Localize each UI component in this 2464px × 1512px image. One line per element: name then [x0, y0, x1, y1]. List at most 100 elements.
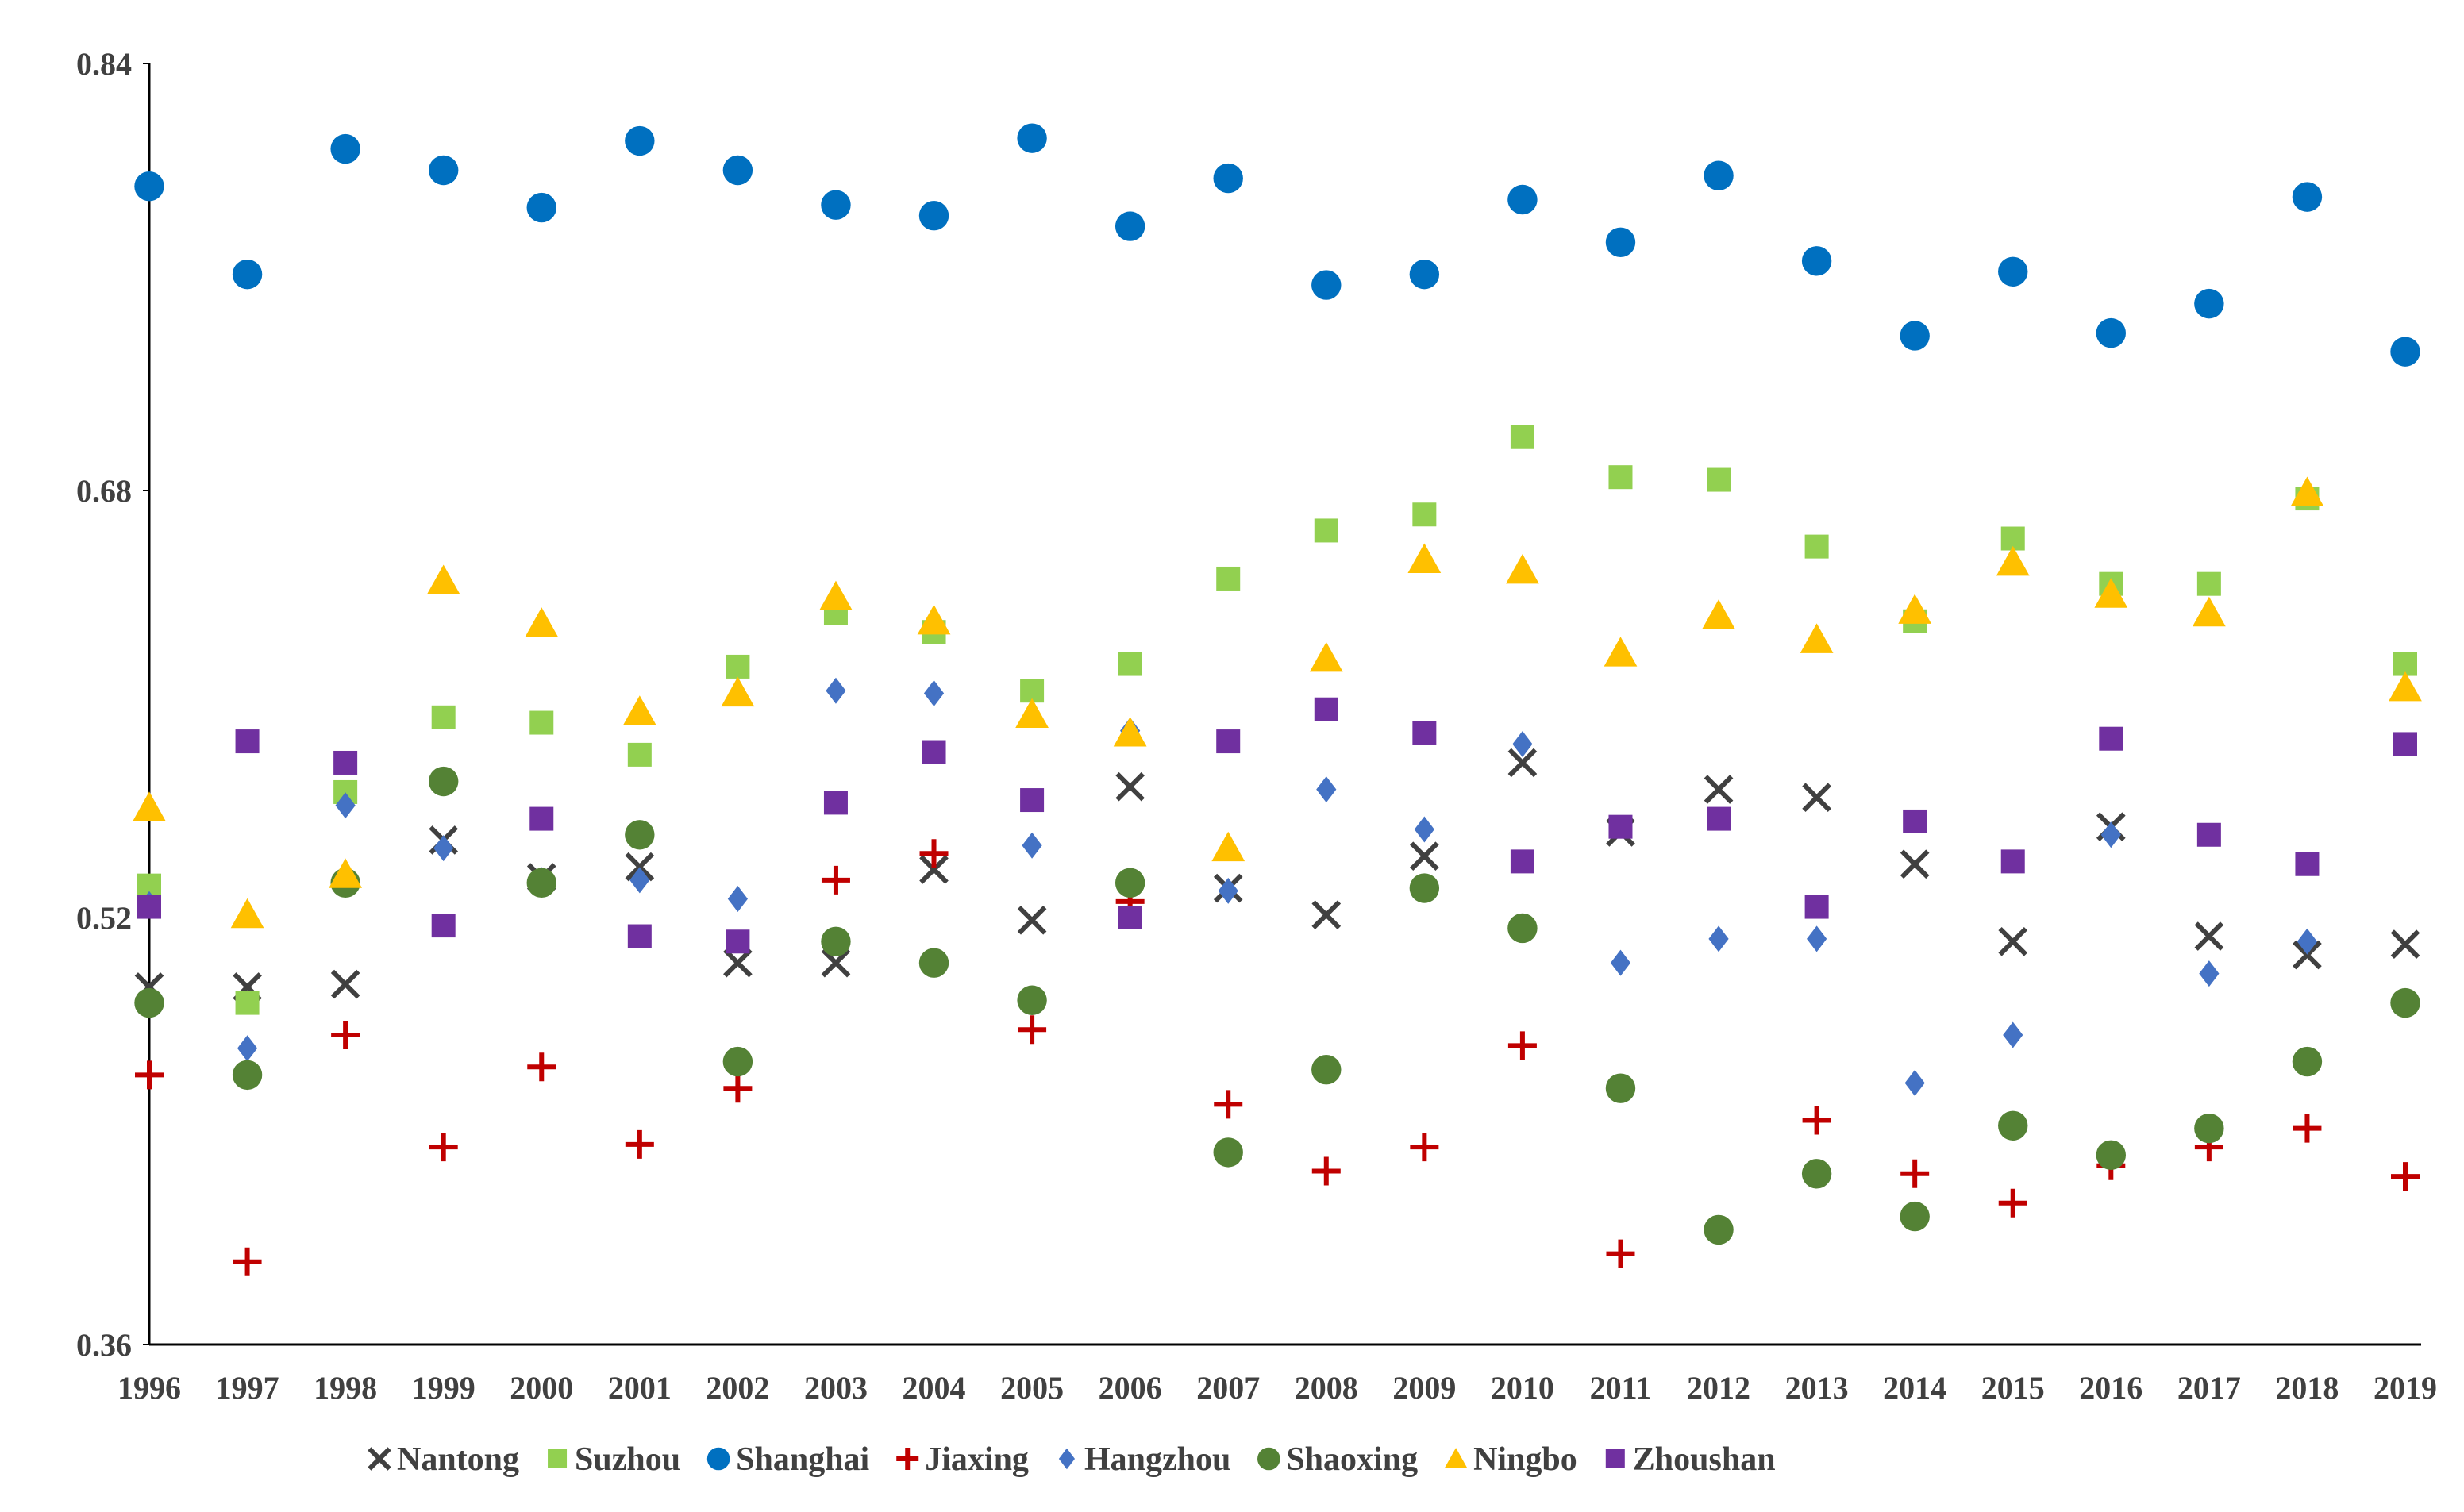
data-point: Zhoushan 2009: 0.589: [1412, 721, 1437, 745]
data-point: Jiaxing 2015: 0.413: [1998, 1188, 2027, 1218]
data-point: Shaoxing 2002: 0.466: [722, 1046, 753, 1077]
legend-item-shanghai: Shanghai: [706, 1441, 870, 1478]
x-tick-label: 2016: [2079, 1370, 2143, 1406]
data-point: Shaoxing 2008: 0.463: [1311, 1054, 1342, 1085]
legend-item-ningbo: Ningbo: [1445, 1441, 1577, 1478]
data-point: Jiaxing 1998: 0.476: [331, 1020, 360, 1049]
data-point: Ningbo 2010: 0.65: [1506, 553, 1539, 584]
data-point: Hangzhou 2008: 0.568: [1316, 776, 1337, 803]
x-tick-label: 2009: [1392, 1370, 1456, 1406]
legend-item-nantong: Nantong: [368, 1441, 519, 1478]
y-axis: 0.36 0.52 0.68 0.84: [76, 46, 151, 1363]
data-point: Shaoxing 2003: 0.511: [821, 926, 851, 956]
x-tick-label: 1996: [117, 1370, 181, 1406]
data-point: Jiaxing 1996: 0.461: [135, 1060, 164, 1090]
data-point: Hangzhou 2013: 0.512: [1807, 925, 1827, 952]
data-point: Shanghai 2014: 0.738: [1900, 321, 1930, 351]
data-point: Shaoxing 2011: 0.456: [1605, 1073, 1636, 1103]
data-point: Shaoxing 2013: 0.424: [1801, 1159, 1832, 1189]
series-jiaxing: Jiaxing 1996: 0.461 Jiaxing 1997: 0.391 Ji…: [135, 839, 2420, 1276]
data-point: Zhoushan 2006: 0.52: [1118, 906, 1142, 929]
data-point: Ningbo 2005: 0.596: [1015, 698, 1049, 729]
data-point: Zhoushan 1997: 0.586: [235, 729, 260, 754]
legend-label: Suzhou: [575, 1441, 680, 1478]
data-point: Hangzhou 2003: 0.605: [826, 677, 846, 704]
legend-marker: [1257, 1447, 1280, 1471]
data-point: Hangzhou 2009: 0.553: [1414, 816, 1434, 843]
legend-marker: [706, 1447, 730, 1471]
data-point: Nantong 2014: 0.54: [1900, 849, 1930, 879]
data-point: Jiaxing 1999: 0.434: [429, 1133, 458, 1162]
legend-item-jiaxing: Jiaxing: [896, 1441, 1029, 1478]
x-tick-label: 2012: [1687, 1370, 1750, 1406]
data-point: Zhoushan 2019: 0.585: [2393, 732, 2417, 756]
data-point: Ningbo 2014: 0.635: [1898, 594, 1932, 624]
data-point: Shanghai 2005: 0.812: [1017, 123, 1047, 153]
data-point: Zhoushan 2010: 0.541: [1510, 849, 1534, 874]
data-point: Suzhou 2009: 0.671: [1412, 502, 1437, 527]
y-tick-label: 0.52: [76, 900, 132, 936]
x-tick-label: 1998: [314, 1370, 377, 1406]
data-point: Hangzhou 2012: 0.512: [1708, 925, 1729, 952]
data-point: Hangzhou 2005: 0.547: [1022, 832, 1042, 859]
data-point: Suzhou 2010: 0.7: [1510, 425, 1534, 449]
data-point: Jiaxing 1997: 0.391: [233, 1247, 262, 1276]
data-point: Ningbo 2003: 0.64: [819, 580, 853, 611]
data-point: Hangzhou 2011: 0.503: [1610, 949, 1631, 976]
data-point: Hangzhou 2002: 0.527: [727, 885, 748, 912]
data-point: Hangzhou 2001: 0.534: [629, 867, 650, 894]
data-point: Hangzhou 2004: 0.604: [923, 680, 945, 707]
data-point: Shanghai 2006: 0.779: [1115, 211, 1145, 241]
x-tick-label: 2000: [510, 1370, 573, 1406]
data-point: Zhoushan 2012: 0.557: [1707, 806, 1731, 831]
x-tick-label: 2004: [903, 1370, 966, 1406]
data-point: Shanghai 2008: 0.757: [1311, 270, 1342, 300]
data-point: Shaoxing 2014: 0.408: [1900, 1201, 1930, 1232]
data-point: Zhoushan 1999: 0.517: [431, 914, 456, 938]
legend-marker: [1605, 1449, 1625, 1468]
data-point: Zhoushan 2011: 0.554: [1608, 814, 1633, 839]
x-axis: 1996 1997 1998 1999 2000 2001 2002 2003 2004 2005…: [117, 1343, 2437, 1406]
data-point: Shanghai 2013: 0.766: [1801, 246, 1832, 276]
x-tick-label: 2018: [2275, 1370, 2339, 1406]
data-point: Suzhou 2002: 0.614: [726, 654, 750, 679]
data-point: Ningbo 2017: 0.634: [2192, 596, 2226, 627]
data-point: Jiaxing 2008: 0.425: [1311, 1156, 1341, 1186]
data-point: Nantong 1998: 0.495: [330, 969, 360, 999]
data-point: Shanghai 2012: 0.798: [1704, 160, 1734, 190]
data-point: Suzhou 1997: 0.488: [235, 991, 260, 1015]
legend-item-hangzhou: Hangzhou: [1058, 1441, 1230, 1478]
series-zhoushan: Zhoushan 1996: 0.524 Zhoushan 1997: 0.586…: [137, 697, 2417, 954]
data-point: Hangzhou 1997: 0.471: [237, 1035, 258, 1062]
data-point: Jiaxing 2004: 0.544: [919, 839, 949, 868]
legend-marker: [1058, 1448, 1076, 1470]
x-tick-label: 2019: [2374, 1370, 2437, 1406]
data-point: Jiaxing 2005: 0.478: [1018, 1015, 1047, 1045]
data-point: Nantong 2015: 0.511: [1998, 926, 2028, 956]
data-point: Jiaxing 2019: 0.423: [2391, 1162, 2420, 1191]
data-point: Hangzhou 2015: 0.476: [2003, 1021, 2023, 1048]
data-point: Zhoushan 2008: 0.598: [1314, 697, 1338, 721]
data-point: Ningbo 2006: 0.589: [1113, 717, 1147, 747]
legend-label: Ningbo: [1473, 1441, 1577, 1478]
data-point: Shanghai 2019: 0.732: [2390, 337, 2420, 367]
data-point: Ningbo 2000: 0.63: [525, 607, 559, 637]
data-point: Jiaxing 2003: 0.534: [821, 865, 850, 895]
data-point: Shaoxing 2000: 0.533: [526, 868, 556, 898]
y-tick-label: 0.68: [76, 473, 132, 509]
data-point: Ningbo 1996: 0.561: [133, 791, 166, 821]
data-point: Ningbo 2008: 0.617: [1309, 641, 1343, 672]
x-tick-label: 2003: [804, 1370, 868, 1406]
data-point: Ningbo 2016: 0.641: [2094, 578, 2128, 608]
data-point: Ningbo 2004: 0.631: [917, 604, 951, 635]
data-point: Ningbo 2002: 0.604: [721, 676, 755, 707]
data-point: Shanghai 2007: 0.797: [1213, 163, 1243, 194]
data-point: Suzhou 2000: 0.593: [529, 710, 554, 735]
x-tick-label: 1999: [412, 1370, 475, 1406]
data-point: Shaoxing 2004: 0.503: [918, 948, 949, 978]
data-point: Hangzhou 2017: 0.499: [2199, 960, 2220, 987]
data-point: Shaoxing 1996: 0.488: [134, 987, 164, 1018]
data-point: Suzhou 2006: 0.615: [1118, 652, 1142, 676]
data-point: Shaoxing 2015: 0.442: [1998, 1110, 2028, 1141]
